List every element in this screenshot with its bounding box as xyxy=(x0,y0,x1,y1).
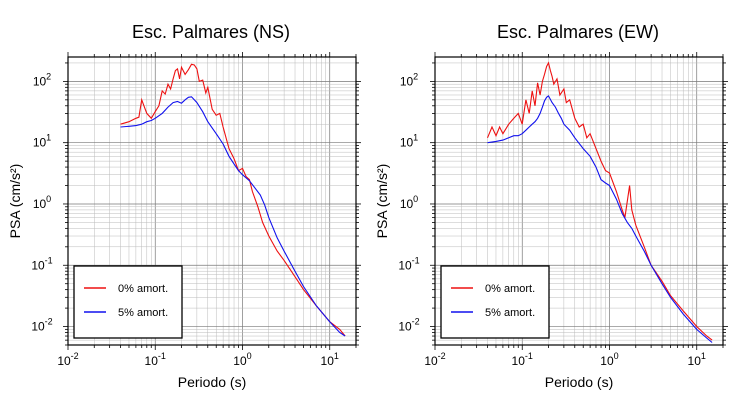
x-tick-label: 10-2 xyxy=(57,351,78,368)
y-tick-label: 10-2 xyxy=(398,317,419,334)
legend-box xyxy=(73,265,183,339)
y-tick-label: 101 xyxy=(400,133,418,150)
y-tick-label: 102 xyxy=(33,71,51,88)
y-tick-label: 102 xyxy=(400,71,418,88)
legend-label: 5% amort. xyxy=(118,307,168,319)
legend-label: 5% amort. xyxy=(485,307,535,319)
series-line-undamped xyxy=(486,61,713,341)
plot-frame xyxy=(434,56,724,346)
series-line-undamped xyxy=(120,63,346,337)
x-tick-label: 10-1 xyxy=(145,351,166,368)
y-axis-label: PSA (cm/s²) xyxy=(374,164,390,239)
legend-label: 0% amort. xyxy=(118,283,168,295)
x-tick-label: 100 xyxy=(233,351,251,368)
y-tick-label: 101 xyxy=(33,133,51,150)
x-tick-label: 101 xyxy=(688,351,706,368)
x-tick-label: 100 xyxy=(600,351,618,368)
x-tick-label: 101 xyxy=(321,351,339,368)
y-tick-label: 10-1 xyxy=(398,255,419,272)
x-tick-label: 10-2 xyxy=(424,351,445,368)
plot-frame xyxy=(67,56,357,346)
series-line-damped xyxy=(120,96,346,337)
series-line-damped xyxy=(487,95,713,343)
y-tick-label: 10-1 xyxy=(31,255,52,272)
y-tick-label: 100 xyxy=(400,194,418,211)
y-axis-label: PSA (cm/s²) xyxy=(7,164,23,239)
chart-panel-ew: Esc. Palmares (EW) Periodo (s) PSA (cm/s… xyxy=(374,22,728,390)
x-axis-label: Periodo (s) xyxy=(178,374,246,390)
x-axis-label: Periodo (s) xyxy=(545,374,613,390)
y-tick-label: 100 xyxy=(33,194,51,211)
legend-box xyxy=(440,265,550,339)
chart-panel-ns: Esc. Palmares (NS) Periodo (s) PSA (cm/s… xyxy=(7,22,361,390)
legend-label: 0% amort. xyxy=(485,283,535,295)
chart-title: Esc. Palmares (EW) xyxy=(497,22,659,42)
y-tick-label: 10-2 xyxy=(31,317,52,334)
x-tick-label: 10-1 xyxy=(512,351,533,368)
chart-title: Esc. Palmares (NS) xyxy=(132,22,290,42)
